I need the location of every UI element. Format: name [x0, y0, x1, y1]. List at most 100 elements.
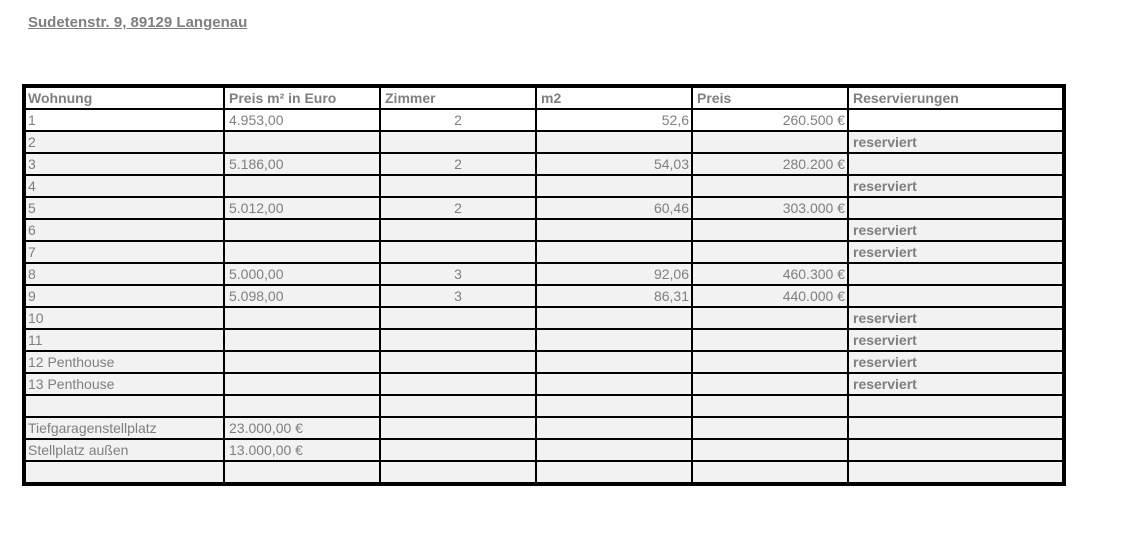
cell-preis: 460.300 €: [691, 262, 849, 286]
cell-preis: [691, 416, 849, 440]
cell-reservierung: [847, 262, 1065, 286]
table-row: 6 reserviert: [23, 218, 1065, 242]
table-row: 9 5.098,00 3 86,31 440.000 €: [23, 284, 1065, 308]
cell-reservierung: [847, 416, 1065, 440]
table-row: 12 Penthouse reserviert: [23, 350, 1065, 374]
cell-reservierung: reserviert: [847, 372, 1065, 396]
cell-m2: [535, 394, 693, 418]
cell-preis-m2: [223, 372, 381, 396]
table-row: 10 reserviert: [23, 306, 1065, 330]
cell-m2: [535, 460, 693, 485]
cell-m2: 86,31: [535, 284, 693, 308]
header-reservierungen: Reservierungen: [847, 85, 1065, 110]
cell-wohnung: [23, 460, 225, 485]
cell-reservierung: [847, 460, 1065, 485]
cell-preis: [691, 328, 849, 352]
cell-wohnung: 13 Penthouse: [23, 372, 225, 396]
cell-preis-m2: [223, 174, 381, 198]
cell-zimmer: [379, 460, 537, 485]
header-wohnung: Wohnung: [23, 85, 225, 110]
cell-zimmer: [379, 306, 537, 330]
cell-wohnung: 3: [23, 152, 225, 176]
cell-zimmer: 3: [379, 262, 537, 286]
cell-reservierung: reserviert: [847, 328, 1065, 352]
cell-preis-m2: [223, 130, 381, 154]
cell-zimmer: [379, 130, 537, 154]
cell-wohnung: 2: [23, 130, 225, 154]
cell-preis: 303.000 €: [691, 196, 849, 220]
cell-preis: [691, 218, 849, 242]
cell-wohnung: 4: [23, 174, 225, 198]
page-title: Sudetenstr. 9, 89129 Langenau: [28, 14, 248, 31]
cell-m2: 92,06: [535, 262, 693, 286]
table-header-row: Wohnung Preis m² in Euro Zimmer m2 Preis…: [23, 85, 1065, 110]
cell-preis: [691, 394, 849, 418]
cell-reservierung: [847, 438, 1065, 462]
apartment-table: Wohnung Preis m² in Euro Zimmer m2 Preis…: [22, 84, 1066, 486]
cell-preis-m2: [223, 350, 381, 374]
header-preis: Preis: [691, 85, 849, 110]
cell-zimmer: 2: [379, 196, 537, 220]
cell-preis: 440.000 €: [691, 284, 849, 308]
cell-zimmer: [379, 218, 537, 242]
cell-zimmer: [379, 438, 537, 462]
cell-m2: 52,6: [535, 108, 693, 132]
cell-zimmer: [379, 240, 537, 264]
cell-preis-m2: 23.000,00 €: [223, 416, 381, 440]
cell-preis: [691, 438, 849, 462]
cell-reservierung: [847, 284, 1065, 308]
cell-m2: [535, 218, 693, 242]
table-row: 5 5.012,00 2 60,46 303.000 €: [23, 196, 1065, 220]
cell-reservierung: [847, 152, 1065, 176]
cell-reservierung: [847, 196, 1065, 220]
cell-m2: [535, 372, 693, 396]
cell-m2: 60,46: [535, 196, 693, 220]
cell-zimmer: 3: [379, 284, 537, 308]
cell-preis: [691, 350, 849, 374]
cell-preis: [691, 240, 849, 264]
cell-reservierung: [847, 108, 1065, 132]
cell-zimmer: [379, 416, 537, 440]
cell-wohnung: 12 Penthouse: [23, 350, 225, 374]
table-row: 8 5.000,00 3 92,06 460.300 €: [23, 262, 1065, 286]
cell-preis: [691, 174, 849, 198]
cell-wohnung: 6: [23, 218, 225, 242]
cell-zimmer: 2: [379, 108, 537, 132]
cell-preis-m2: 5.098,00: [223, 284, 381, 308]
cell-zimmer: [379, 350, 537, 374]
cell-m2: [535, 306, 693, 330]
cell-preis-m2: [223, 240, 381, 264]
cell-preis: [691, 130, 849, 154]
cell-preis-m2: 5.000,00: [223, 262, 381, 286]
table-row: 7 reserviert: [23, 240, 1065, 264]
cell-wohnung: 9: [23, 284, 225, 308]
cell-preis: [691, 306, 849, 330]
cell-m2: [535, 240, 693, 264]
cell-reservierung: reserviert: [847, 130, 1065, 154]
cell-reservierung: reserviert: [847, 174, 1065, 198]
table-row: 4 reserviert: [23, 174, 1065, 198]
cell-reservierung: reserviert: [847, 306, 1065, 330]
cell-zimmer: [379, 394, 537, 418]
cell-preis: 260.500 €: [691, 108, 849, 132]
header-m2: m2: [535, 85, 693, 110]
cell-preis-m2: [223, 328, 381, 352]
cell-reservierung: reserviert: [847, 350, 1065, 374]
cell-wohnung: 11: [23, 328, 225, 352]
cell-wohnung: [23, 394, 225, 418]
cell-preis-m2: [223, 394, 381, 418]
cell-wohnung: Tiefgaragenstellplatz: [23, 416, 225, 440]
cell-reservierung: [847, 394, 1065, 418]
cell-m2: [535, 438, 693, 462]
cell-zimmer: [379, 372, 537, 396]
cell-preis-m2: 13.000,00 €: [223, 438, 381, 462]
cell-preis-m2: [223, 218, 381, 242]
cell-zimmer: 2: [379, 152, 537, 176]
cell-preis-m2: 4.953,00: [223, 108, 381, 132]
table-row: [23, 460, 1065, 485]
cell-reservierung: reserviert: [847, 240, 1065, 264]
cell-preis: [691, 460, 849, 485]
table-row: Tiefgaragenstellplatz 23.000,00 €: [23, 416, 1065, 440]
cell-zimmer: [379, 174, 537, 198]
cell-m2: [535, 350, 693, 374]
